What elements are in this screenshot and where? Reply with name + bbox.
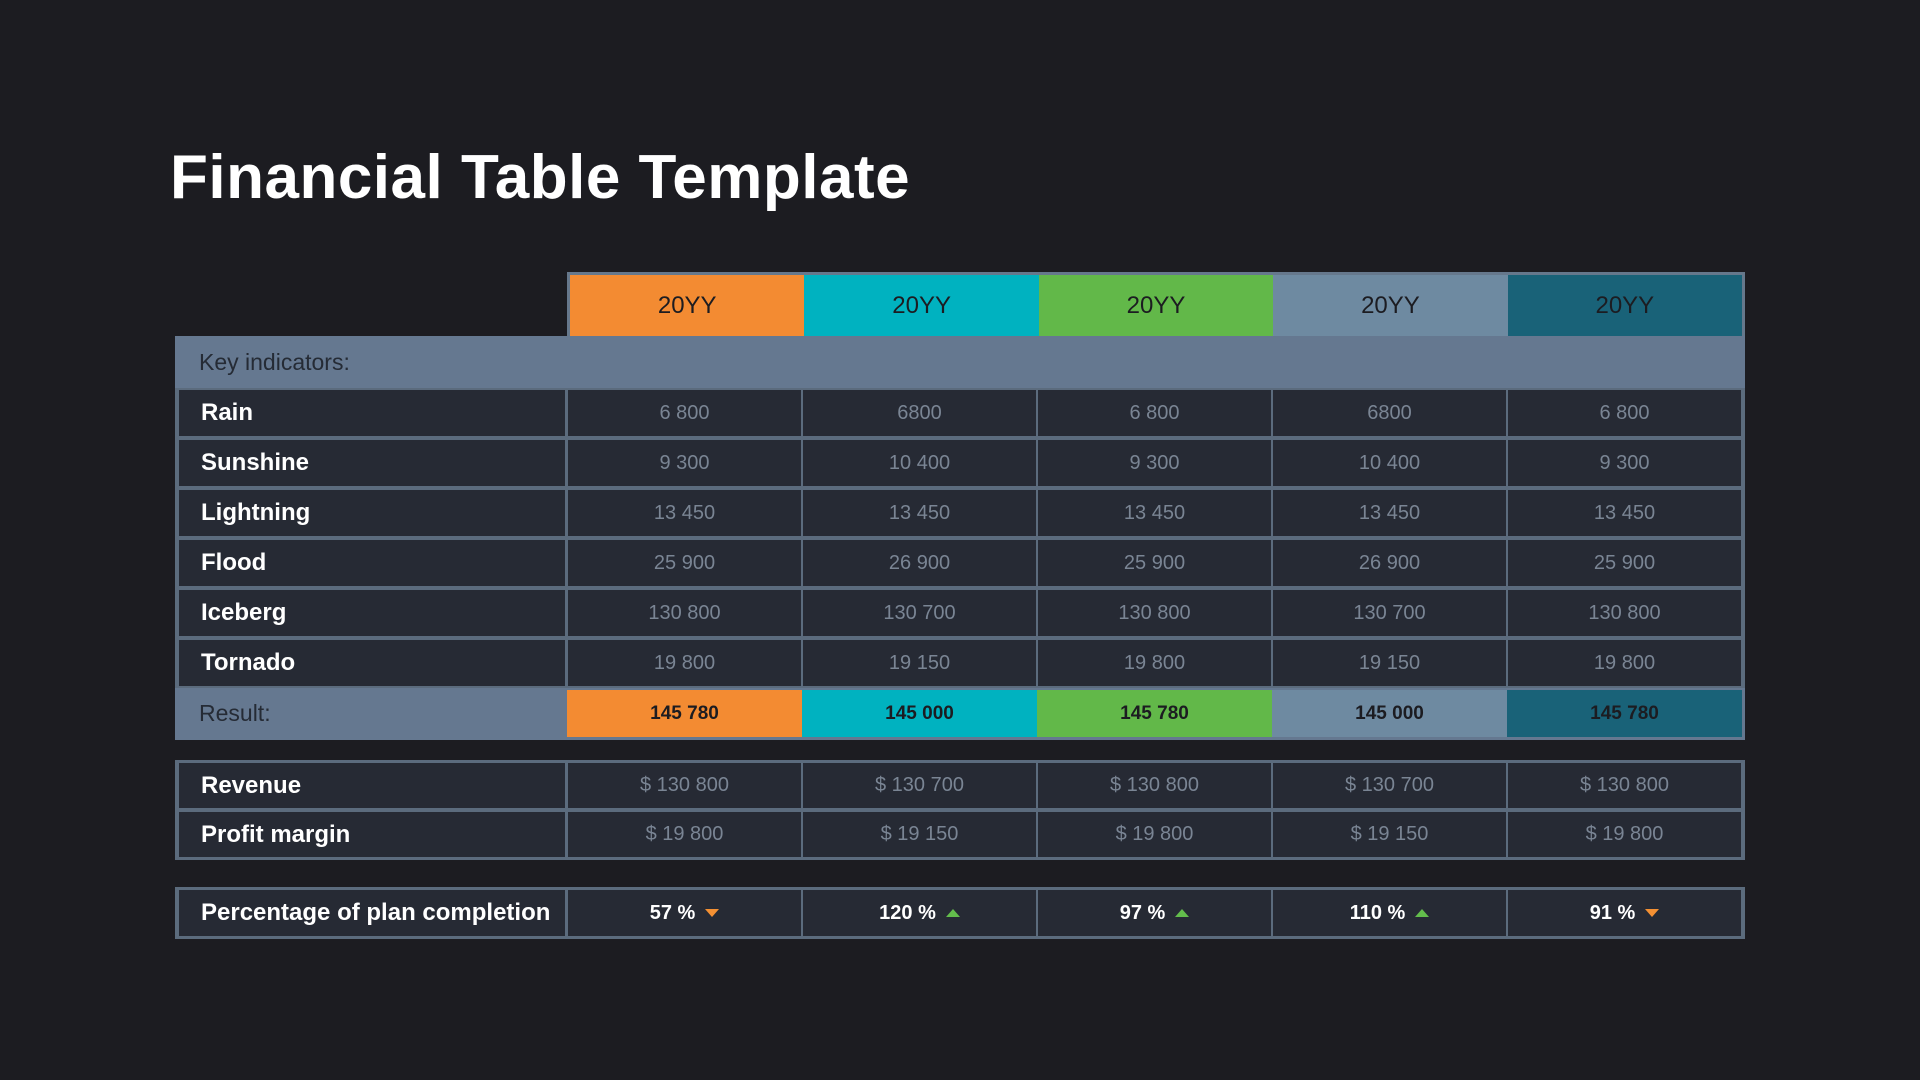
table-cell: 25 900 [567,538,802,588]
year-header: 20YY [804,275,1039,336]
row-label: Flood [175,538,567,588]
finance-table: Revenue $ 130 800 $ 130 700 $ 130 800 $ … [175,760,1745,860]
table-cell: $ 19 800 [1507,810,1745,860]
row-label: Iceberg [175,588,567,638]
table-cell: 19 800 [1507,638,1745,688]
plan-value: 91 % [1589,901,1636,924]
key-indicators-label: Key indicators: [175,336,1745,388]
year-header-cells: 20YY 20YY 20YY 20YY 20YY [567,272,1745,336]
plan-cell: 120 % [802,887,1037,939]
table-cell: 13 450 [802,488,1037,538]
page-title: Financial Table Template [170,143,911,212]
table-cell: 19 150 [802,638,1037,688]
table-cell: 9 300 [567,438,802,488]
table-cell: 6800 [1272,388,1507,438]
header-spacer [175,272,567,336]
table-cell: $ 130 700 [1272,760,1507,810]
table-cell: 130 800 [1507,588,1745,638]
table-cell: 13 450 [1037,488,1272,538]
row-label: Sunshine [175,438,567,488]
table-cell: 130 800 [567,588,802,638]
plan-cell: 97 % [1037,887,1272,939]
row-label: Tornado [175,638,567,688]
table-cell: $ 19 800 [567,810,802,860]
table-cell: 9 300 [1037,438,1272,488]
year-header-row: 20YY 20YY 20YY 20YY 20YY [175,272,1745,336]
table-cell: 19 150 [1272,638,1507,688]
table-cell: $ 130 700 [802,760,1037,810]
result-cell: 145 780 [567,690,802,737]
table-cell: 130 700 [1272,588,1507,638]
table-cell: 26 900 [1272,538,1507,588]
table-cell: 130 800 [1037,588,1272,638]
table-cell: 19 800 [1037,638,1272,688]
table-cell: 13 450 [1507,488,1745,538]
table-cell: 6 800 [1037,388,1272,438]
year-header: 20YY [570,275,805,336]
table-cell: 6 800 [1507,388,1745,438]
table-cell: 25 900 [1507,538,1745,588]
table-row: Rain 6 800 6800 6 800 6800 6 800 [175,388,1745,438]
table-cell: 13 450 [1272,488,1507,538]
year-header: 20YY [1507,275,1743,336]
row-label: Lightning [175,488,567,538]
table-cell: 9 300 [1507,438,1745,488]
table-cell: 6 800 [567,388,802,438]
table-cell: $ 19 150 [1272,810,1507,860]
year-header: 20YY [1038,275,1274,336]
table-row: Revenue $ 130 800 $ 130 700 $ 130 800 $ … [175,760,1745,810]
table-cell: $ 130 800 [1037,760,1272,810]
plan-value: 110 % [1349,901,1406,924]
result-row: Result: 145 780 145 000 145 780 145 000 … [175,688,1745,740]
table-row: Tornado 19 800 19 150 19 800 19 150 19 8… [175,638,1745,688]
table-cell: 6800 [802,388,1037,438]
table-cell: 10 400 [1272,438,1507,488]
table-cell: $ 130 800 [567,760,802,810]
plan-value: 57 % [649,901,696,924]
row-label: Rain [175,388,567,438]
table-cell: 13 450 [567,488,802,538]
result-cell: 145 000 [1272,690,1507,737]
plan-completion-table: Percentage of plan completion 57 % 120 %… [175,887,1745,939]
year-header: 20YY [1273,275,1508,336]
table-cell: 26 900 [802,538,1037,588]
plan-cell: 57 % [567,887,802,939]
indicator-table: 20YY 20YY 20YY 20YY 20YY Key indicators:… [175,272,1745,740]
row-label: Profit margin [175,810,567,860]
plan-cell: 110 % [1272,887,1507,939]
plan-value: 97 % [1119,901,1166,924]
plan-value: 120 % [879,901,936,924]
table-cell: $ 19 800 [1037,810,1272,860]
trend-up-icon [1175,909,1190,917]
table-cell: 130 700 [802,588,1037,638]
row-label: Percentage of plan completion [175,887,567,939]
result-cell: 145 780 [1507,690,1742,737]
table-row: Profit margin $ 19 800 $ 19 150 $ 19 800… [175,810,1745,860]
table-row: Flood 25 900 26 900 25 900 26 900 25 900 [175,538,1745,588]
table-row: Sunshine 9 300 10 400 9 300 10 400 9 300 [175,438,1745,488]
result-cell: 145 000 [802,690,1037,737]
trend-up-icon [945,909,960,917]
trend-down-icon [1645,909,1660,917]
trend-down-icon [705,909,720,917]
table-cell: 25 900 [1037,538,1272,588]
table-cell: $ 19 150 [802,810,1037,860]
table-row: Lightning 13 450 13 450 13 450 13 450 13… [175,488,1745,538]
plan-cell: 91 % [1507,887,1745,939]
trend-up-icon [1415,909,1430,917]
result-cell: 145 780 [1037,690,1272,737]
table-cell: $ 130 800 [1507,760,1745,810]
result-label: Result: [199,700,271,726]
row-label: Revenue [175,760,567,810]
table-row: Iceberg 130 800 130 700 130 800 130 700 … [175,588,1745,638]
table-cell: 10 400 [802,438,1037,488]
plan-row: Percentage of plan completion 57 % 120 %… [175,887,1745,939]
table-cell: 19 800 [567,638,802,688]
